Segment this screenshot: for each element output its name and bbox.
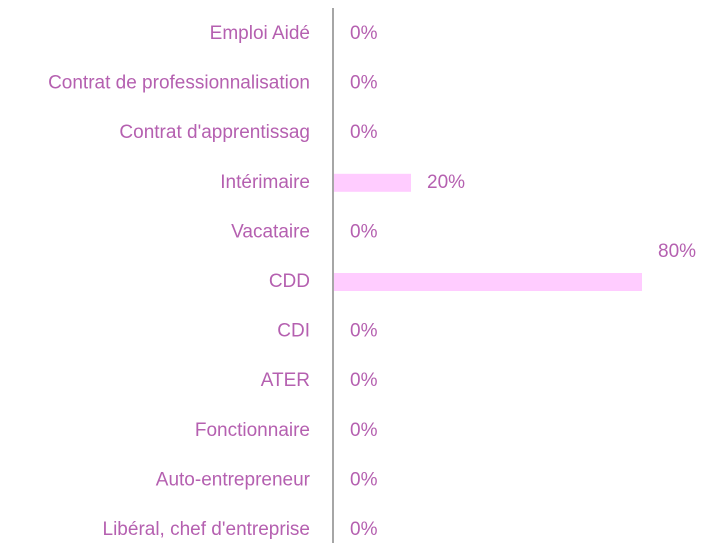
- value-label: 0%: [350, 420, 378, 441]
- category-label: Contrat de professionnalisation: [48, 73, 310, 94]
- value-label: 0%: [350, 221, 378, 242]
- value-label: 20%: [427, 172, 465, 193]
- value-label: 0%: [350, 23, 378, 44]
- value-label: 0%: [350, 469, 378, 490]
- category-label: Fonctionnaire: [195, 420, 310, 441]
- category-label: Auto-entrepreneur: [156, 469, 311, 490]
- bar: [334, 173, 411, 192]
- bar: [334, 273, 642, 291]
- value-label: 80%: [658, 241, 696, 262]
- category-label: ATER: [261, 370, 310, 391]
- category-label: Vacataire: [231, 221, 310, 242]
- category-label: Intérimaire: [220, 172, 310, 193]
- category-label: Libéral, chef d'entreprise: [103, 519, 310, 540]
- value-label: 0%: [350, 73, 378, 94]
- category-label: CDD: [269, 271, 310, 292]
- category-label: CDI: [277, 321, 310, 342]
- value-label: 0%: [350, 321, 378, 342]
- value-label: 0%: [350, 370, 378, 391]
- category-label: Contrat d'apprentissag: [119, 122, 310, 143]
- value-label: 0%: [350, 519, 378, 540]
- value-label: 0%: [350, 122, 378, 143]
- category-label: Emploi Aidé: [210, 23, 310, 44]
